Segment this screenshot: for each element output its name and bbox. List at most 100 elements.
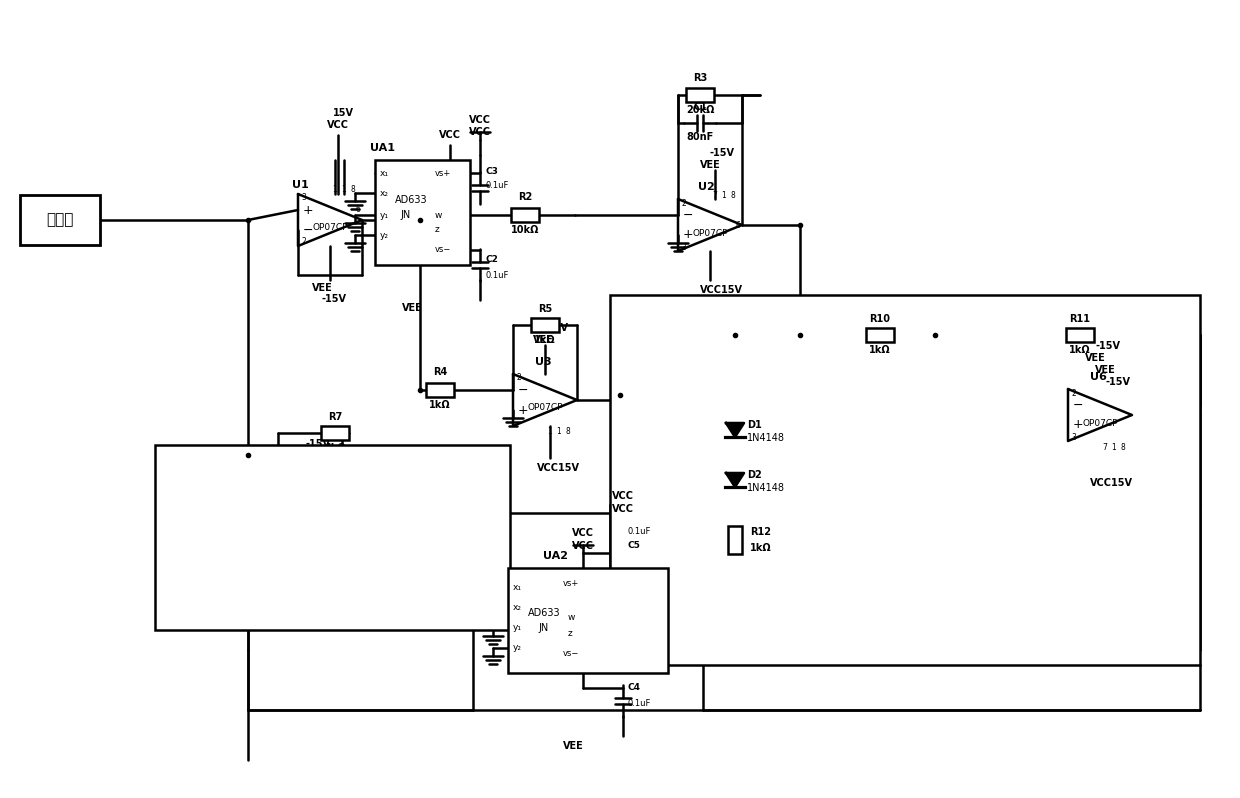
Text: 1kΩ: 1kΩ [670, 345, 691, 355]
Text: VEE: VEE [1085, 353, 1106, 363]
Text: +: + [517, 404, 528, 417]
Text: 1: 1 [342, 185, 346, 195]
Bar [241, 556, 255, 584]
Text: x₂: x₂ [379, 188, 389, 197]
Text: -15V: -15V [543, 323, 568, 333]
Text: 7: 7 [713, 191, 718, 200]
Text: VCC: VCC [327, 120, 348, 130]
Text: R10: R10 [869, 314, 890, 324]
Text: 2: 2 [682, 199, 687, 207]
Text: R11: R11 [1069, 314, 1090, 324]
Text: 1kΩ: 1kΩ [869, 345, 890, 355]
Text: OP07CP: OP07CP [527, 404, 563, 413]
Text: z: z [435, 226, 440, 235]
Text: VCC: VCC [613, 491, 634, 501]
Text: 8: 8 [565, 428, 570, 437]
Text: w: w [568, 614, 575, 622]
Text: R6: R6 [394, 490, 409, 500]
Text: 输入端: 输入端 [46, 212, 73, 227]
Text: VCC: VCC [469, 127, 491, 137]
Text: -15V: -15V [770, 331, 795, 341]
Text: 1N4148: 1N4148 [746, 433, 785, 443]
Text: 8: 8 [730, 191, 735, 200]
Bar [508, 568, 668, 673]
Text: VCC: VCC [613, 504, 634, 514]
Text: -15V: -15V [1105, 377, 1130, 387]
Bar [427, 383, 454, 397]
Text: 8: 8 [796, 433, 800, 441]
Text: R9: R9 [673, 314, 687, 324]
Text: 7: 7 [1102, 443, 1107, 452]
Text: 8: 8 [351, 185, 356, 195]
Text: 0.1uF: 0.1uF [627, 698, 651, 708]
Text: 4kΩ: 4kΩ [324, 443, 346, 453]
Text: 3: 3 [301, 193, 306, 203]
Text: +: + [1073, 418, 1084, 432]
Text: D2: D2 [746, 470, 761, 480]
Text: 1kΩ: 1kΩ [534, 335, 556, 345]
Text: 3: 3 [1071, 433, 1076, 441]
Text: 1: 1 [777, 433, 782, 441]
Text: 1kΩ: 1kΩ [750, 543, 771, 553]
Text: y₁: y₁ [513, 623, 522, 633]
Polygon shape [725, 473, 744, 487]
Bar [321, 426, 348, 440]
Text: OP07CP: OP07CP [758, 409, 792, 417]
Text: -15V: -15V [711, 148, 735, 158]
Text: JN: JN [538, 623, 548, 633]
Text: VEE: VEE [295, 451, 316, 461]
Bar [610, 295, 1200, 665]
Text: VCC: VCC [300, 573, 322, 583]
Text: VEE: VEE [312, 283, 332, 293]
Text: −: − [683, 208, 693, 222]
Text: VEE: VEE [1095, 365, 1116, 375]
Text: 1kΩ: 1kΩ [429, 400, 451, 410]
Text: VCC15V: VCC15V [537, 463, 580, 473]
Text: C4: C4 [627, 682, 641, 692]
Bar [686, 88, 714, 102]
Text: U3: U3 [534, 357, 552, 367]
Text: R3: R3 [693, 73, 707, 83]
Text: z: z [568, 629, 573, 638]
Text: U2: U2 [698, 182, 714, 192]
Bar [511, 208, 539, 222]
Text: VEE: VEE [402, 303, 423, 313]
Text: vs−: vs− [563, 649, 579, 658]
Bar [388, 506, 415, 520]
Text: 20kΩ: 20kΩ [686, 105, 714, 115]
Text: VCC: VCC [572, 541, 594, 551]
Text: +: + [303, 203, 314, 216]
Text: 0.1uF: 0.1uF [627, 527, 651, 536]
Text: y₁: y₁ [379, 211, 389, 219]
Text: 6: 6 [356, 206, 361, 215]
Text: U1: U1 [291, 180, 309, 190]
Text: 80nF: 80nF [687, 132, 714, 142]
Text: C5: C5 [627, 542, 641, 551]
Text: UA1: UA1 [370, 143, 396, 153]
Text: 1N4148: 1N4148 [746, 483, 785, 493]
Text: 1kΩ: 1kΩ [1069, 345, 1091, 355]
Text: w: w [435, 211, 443, 219]
Text: OP07CP: OP07CP [1083, 418, 1117, 428]
Text: vs−: vs− [435, 246, 451, 255]
Text: U5: U5 [765, 362, 781, 372]
Text: R1: R1 [260, 557, 274, 567]
Text: C2: C2 [485, 255, 498, 264]
Text: VCC: VCC [439, 130, 461, 140]
Text: −: − [518, 384, 528, 397]
Text: vs+: vs+ [435, 168, 451, 177]
Text: R5: R5 [538, 304, 552, 314]
Bar [374, 160, 470, 265]
Text: 0.1uF: 0.1uF [485, 181, 508, 191]
Bar [155, 445, 510, 630]
Text: VCC: VCC [765, 468, 787, 478]
Bar [531, 318, 559, 332]
Bar [1066, 328, 1094, 342]
Text: vs+: vs+ [563, 579, 579, 587]
Text: −: − [748, 389, 758, 401]
Text: -15V: -15V [1095, 341, 1120, 351]
Text: 1: 1 [548, 428, 552, 437]
Text: −: − [283, 496, 293, 509]
Text: x₁: x₁ [513, 583, 522, 592]
Text: 1kΩ: 1kΩ [680, 405, 701, 415]
